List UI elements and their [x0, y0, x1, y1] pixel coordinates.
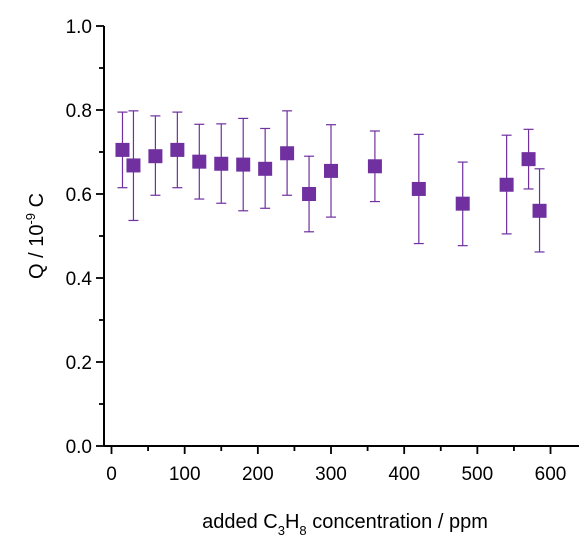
x-axis-label-mid: H [285, 511, 299, 533]
y-tick-label: 0.8 [66, 101, 92, 122]
x-axis-label: added C3H8 concentration / ppm [202, 511, 488, 535]
data-point [170, 142, 185, 157]
data-point [532, 203, 547, 218]
y-tick-label: 1.0 [66, 17, 92, 38]
y-axis-label-suffix: C [26, 193, 48, 213]
x-tick-label: 0 [106, 464, 117, 485]
data-point [455, 196, 470, 211]
data-point [324, 163, 339, 178]
x-tick-label: 300 [315, 464, 347, 485]
x-tick-label: 400 [388, 464, 420, 485]
data-point [258, 161, 273, 176]
y-tick-label: 0.2 [66, 353, 92, 374]
x-ticks: 0 100 200 300 400 500 600 [106, 446, 566, 485]
x-axis-label-suffix: concentration / ppm [307, 511, 488, 533]
data-point [302, 187, 317, 201]
x-axis-label-subscript-8: 8 [299, 523, 306, 535]
y-tick-label: 0.4 [66, 269, 93, 290]
x-tick-label: 500 [461, 464, 493, 485]
y-axis-label: Q / 10-9 C [23, 193, 48, 279]
data-markers [115, 142, 547, 218]
y-ticks: 0.0 0.2 0.4 0.6 0.8 1.0 [66, 17, 104, 458]
data-point [280, 146, 295, 161]
x-tick-label: 600 [535, 464, 567, 485]
data-point [148, 149, 163, 164]
y-axis-label-superscript: -9 [23, 213, 38, 225]
y-axis-label-prefix: Q / 10 [26, 225, 48, 279]
data-point [521, 152, 536, 167]
x-tick-label: 200 [242, 464, 274, 485]
data-point [499, 177, 514, 192]
x-axis-label-subscript-3: 3 [278, 523, 285, 535]
data-point [214, 156, 229, 171]
x-axis-label-prefix: added C [202, 511, 278, 533]
error-bars [117, 110, 545, 253]
data-point [126, 158, 141, 173]
y-tick-label: 0.0 [66, 437, 92, 458]
data-point [115, 142, 130, 157]
y-tick-label: 0.6 [66, 185, 92, 206]
data-point [367, 159, 382, 174]
x-tick-label: 100 [169, 464, 201, 485]
data-point [411, 181, 426, 196]
data-point [236, 157, 251, 172]
data-point [192, 154, 207, 169]
axes [103, 26, 579, 447]
